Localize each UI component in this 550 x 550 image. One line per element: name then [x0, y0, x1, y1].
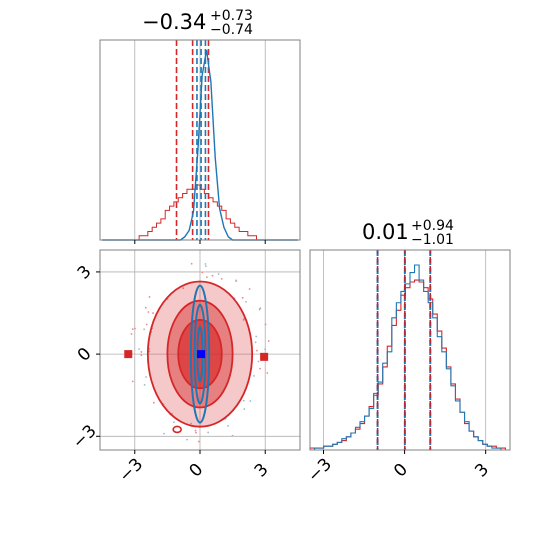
- scatter-point: [254, 341, 257, 344]
- scatter-point: [140, 354, 143, 357]
- scatter-point: [253, 374, 255, 377]
- x-tick-label: −3: [115, 455, 147, 487]
- point-marker: [260, 352, 269, 361]
- scatter-point: [257, 360, 260, 363]
- histogram-step: [310, 264, 510, 451]
- scatter-point: [190, 262, 193, 265]
- top-title-upper-error: +0.73: [210, 8, 253, 24]
- scatter-point: [267, 340, 270, 342]
- x-tick-label: 0: [390, 460, 412, 482]
- scatter-point: [152, 312, 154, 314]
- scatter-point: [204, 263, 207, 265]
- scatter-point: [131, 328, 134, 330]
- scatter-point: [190, 422, 192, 425]
- scatter-point: [235, 280, 237, 283]
- scatter-point: [259, 367, 262, 370]
- scatter-point: [140, 351, 143, 353]
- red-contour-island: [172, 425, 182, 434]
- right-title-value: 0.01: [362, 220, 409, 244]
- scatter-point: [264, 348, 266, 351]
- point-marker: [197, 350, 206, 359]
- scatter-point: [201, 271, 204, 274]
- scatter-point: [145, 323, 148, 326]
- scatter-point: [217, 273, 220, 275]
- scatter-point: [148, 296, 151, 298]
- scatter-point: [205, 265, 207, 268]
- y-tick-label: −3: [69, 421, 101, 453]
- scatter-point: [163, 432, 165, 435]
- scatter-point: [249, 400, 252, 402]
- scatter-point: [172, 421, 175, 424]
- top-title-lower-error: −0.74: [210, 22, 253, 38]
- top-title-value: −0.34: [142, 10, 207, 34]
- scatter-point: [259, 307, 262, 310]
- point-marker: [124, 350, 133, 359]
- right-title-upper-error: +0.94: [411, 218, 454, 234]
- scatter-point: [248, 288, 251, 290]
- histogram-step: [309, 279, 510, 451]
- scatter-point: [131, 380, 134, 383]
- blue-contour-level: [189, 284, 211, 424]
- right-marginal-histogram: −3 0 3: [304, 249, 511, 487]
- scatter-point: [227, 424, 229, 427]
- scatter-point: [255, 335, 258, 338]
- scatter-point: [195, 431, 197, 434]
- right-title-lower-error: −1.01: [411, 232, 454, 248]
- scatter-point: [148, 350, 151, 353]
- y-tick-label: 0: [74, 344, 96, 366]
- x-tick-label: −3: [304, 455, 336, 487]
- top-panel-title: −0.34: [142, 10, 206, 34]
- scatter-point: [138, 348, 140, 350]
- scatter-point: [143, 328, 146, 331]
- scatter-point: [211, 274, 214, 277]
- scatter-point: [220, 277, 223, 280]
- scatter-point: [264, 323, 267, 326]
- scatter-point: [147, 311, 150, 313]
- scatter-point: [241, 296, 244, 299]
- joint-contour-panel: −3 0 3 −3 0 3: [69, 249, 301, 487]
- scatter-point: [266, 372, 269, 374]
- scatter-point: [207, 431, 210, 434]
- scatter-point: [152, 401, 155, 404]
- scatter-point: [134, 327, 136, 330]
- scatter-point: [182, 287, 185, 290]
- scatter-point: [256, 349, 258, 352]
- x-tick-label: 3: [251, 460, 273, 482]
- axes-frame: [309, 249, 511, 451]
- red-histogram-step: [100, 184, 300, 241]
- scatter-point: [186, 438, 188, 441]
- x-tick-label: 3: [471, 460, 493, 482]
- scatter-point: [198, 440, 200, 443]
- right-panel-title: 0.01: [362, 220, 409, 244]
- top-marginal-histogram: [99, 39, 301, 244]
- y-tick-label: 3: [74, 262, 96, 284]
- scatter-point: [143, 383, 146, 386]
- scatter-point: [144, 306, 147, 309]
- scatter-point: [231, 434, 234, 437]
- scatter-point: [243, 408, 246, 410]
- scatter-point: [130, 333, 133, 335]
- x-tick-label: 0: [186, 460, 208, 482]
- blue-contour-level: [193, 303, 207, 405]
- scatter-point: [145, 376, 147, 378]
- scatter-point: [242, 399, 245, 402]
- scatter-point: [245, 300, 247, 303]
- scatter-point: [194, 429, 197, 432]
- scatter-point: [205, 276, 208, 279]
